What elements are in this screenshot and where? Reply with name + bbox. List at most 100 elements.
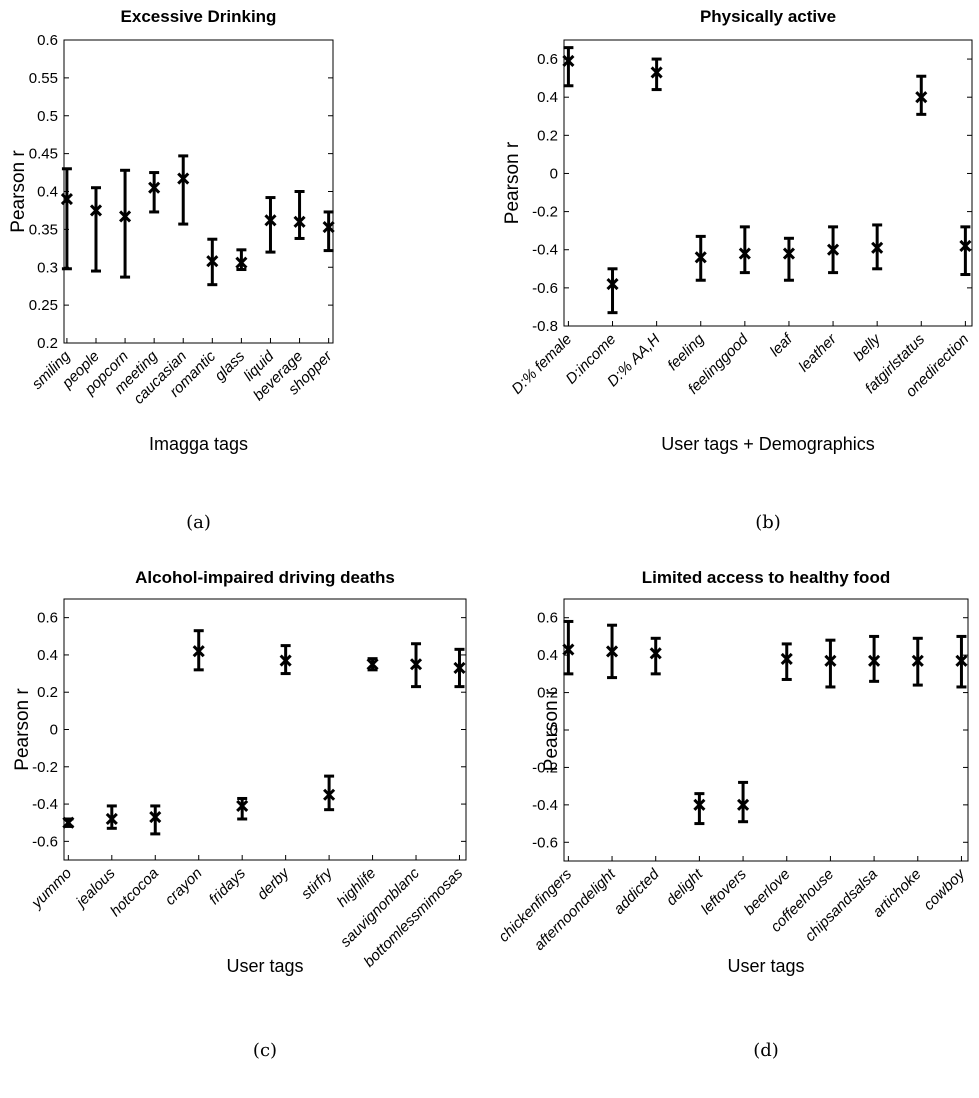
error-bar: [871, 223, 884, 271]
y-tick-label: -0.8: [532, 318, 558, 335]
chart-panel-1: Physically active -0.8 -0.6 -0.4 -0.2 0 0.2 0.4…: [502, 7, 973, 533]
data-point-x-marker: [177, 172, 190, 185]
error-bar: [149, 804, 162, 836]
y-tick-label: 0.35: [29, 221, 58, 238]
error-bar: [105, 804, 118, 830]
x-axis-label: Imagga tags: [149, 434, 248, 454]
data-point-x-marker: [89, 204, 103, 217]
y-tick-label: 0.55: [29, 70, 58, 87]
data-point-x-marker: [605, 645, 619, 658]
x-tick-label: artichoke: [870, 866, 925, 921]
y-tick-label: 0.4: [37, 647, 58, 664]
data-point-x-marker: [409, 658, 423, 671]
x-tick-label: leather: [795, 330, 840, 375]
x-axis-label: User tags + Demographics: [661, 434, 875, 454]
data-point-x-marker: [119, 210, 132, 223]
data-point-x-marker: [911, 654, 924, 667]
x-axis-label: User tags: [226, 956, 303, 976]
error-bar: [737, 780, 750, 824]
error-bar: [606, 267, 619, 315]
error-bar: [279, 644, 292, 676]
error-bar: [826, 225, 840, 275]
chart-panel-2: Alcohol-impaired driving deaths -0.6 -0.4 -…: [12, 568, 467, 1061]
error-bar: [323, 774, 336, 812]
data-point-x-marker: [826, 243, 840, 256]
error-bar: [562, 619, 575, 676]
x-tick-label: derby: [254, 864, 294, 904]
data-point-x-marker: [694, 251, 707, 264]
error-bar: [915, 74, 928, 116]
x-tick-label: stirfry: [298, 864, 337, 903]
x-axis-label: User tags: [727, 956, 804, 976]
y-tick-label: 0: [550, 165, 558, 182]
y-tick-label: -0.6: [32, 833, 58, 850]
error-bar: [955, 634, 968, 689]
error-bar: [824, 638, 837, 689]
chart-panel-0: Excessive Drinking 0.2 0.25 0.3 0.35 0.4 0.45 0…: [8, 7, 336, 533]
error-bar: [649, 636, 662, 676]
axes-box: [63, 39, 334, 344]
data-point-x-marker: [322, 221, 335, 234]
axes-box: [63, 598, 467, 861]
y-axis-label: Pearson r: [12, 688, 33, 771]
y-tick-label: 0: [550, 722, 558, 739]
data-point-x-marker: [737, 798, 750, 811]
data-point-x-marker: [693, 798, 706, 811]
x-tick-label: glass: [211, 347, 248, 384]
data-point-x-marker: [279, 654, 292, 667]
x-tick-label: yummo: [28, 865, 76, 913]
error-bar: [62, 816, 75, 829]
y-tick-label: -0.2: [32, 759, 58, 776]
error-bar: [911, 636, 924, 687]
error-bar: [693, 792, 706, 826]
y-tick-label: 0.2: [537, 685, 558, 702]
data-point-x-marker: [959, 239, 972, 252]
y-tick-label: 0.6: [37, 32, 58, 49]
data-point-x-marker: [60, 193, 73, 206]
data-point-x-marker: [738, 247, 751, 260]
y-tick-label: 0.25: [29, 297, 58, 314]
data-point-x-marker: [366, 658, 379, 671]
error-bar: [453, 647, 466, 689]
y-tick-label: -0.4: [532, 242, 558, 259]
data-point-x-marker: [235, 256, 248, 269]
y-tick-label: 0: [50, 722, 58, 739]
y-tick-label: 0.6: [537, 51, 558, 68]
panel-caption: (b): [755, 512, 781, 533]
data-point-x-marker: [649, 647, 662, 660]
y-tick-label: -0.4: [532, 797, 558, 814]
error-bar: [694, 234, 707, 282]
data-point-x-marker: [606, 277, 619, 291]
error-bar: [293, 190, 306, 240]
x-tick-label: hotcocoa: [107, 865, 162, 920]
axes-box: [563, 39, 973, 327]
error-bar: [782, 236, 796, 282]
y-tick-label: -0.6: [532, 834, 558, 851]
y-tick-label: -0.4: [32, 796, 58, 813]
y-tick-label: 0.45: [29, 146, 58, 163]
error-bar: [322, 210, 335, 253]
y-tick-label: 0.5: [37, 108, 58, 125]
y-axis-label: Pearson r: [502, 141, 523, 224]
x-tick-label: feeling: [664, 330, 708, 374]
error-bar: [89, 186, 103, 273]
error-bar: [959, 225, 972, 277]
x-tick-label: belly: [850, 330, 885, 365]
y-axis-label: Pearson r: [8, 150, 29, 233]
x-tick-label: leaf: [767, 330, 797, 360]
x-tick-label: chickenfingers: [495, 865, 575, 945]
x-tick-label: afternoondelight: [531, 865, 620, 954]
chart-title: Excessive Drinking: [121, 7, 277, 26]
error-bar: [148, 171, 161, 214]
x-tick-label: leftovers: [698, 865, 750, 917]
error-bar: [650, 57, 663, 92]
error-bar: [236, 796, 249, 821]
data-point-x-marker: [264, 214, 277, 227]
y-tick-label: -0.6: [532, 280, 558, 297]
data-point-x-marker: [868, 654, 881, 667]
error-bar: [868, 634, 881, 683]
x-tick-label: addicted: [610, 865, 663, 918]
data-point-x-marker: [453, 661, 466, 675]
panel-caption: (c): [253, 1040, 277, 1061]
